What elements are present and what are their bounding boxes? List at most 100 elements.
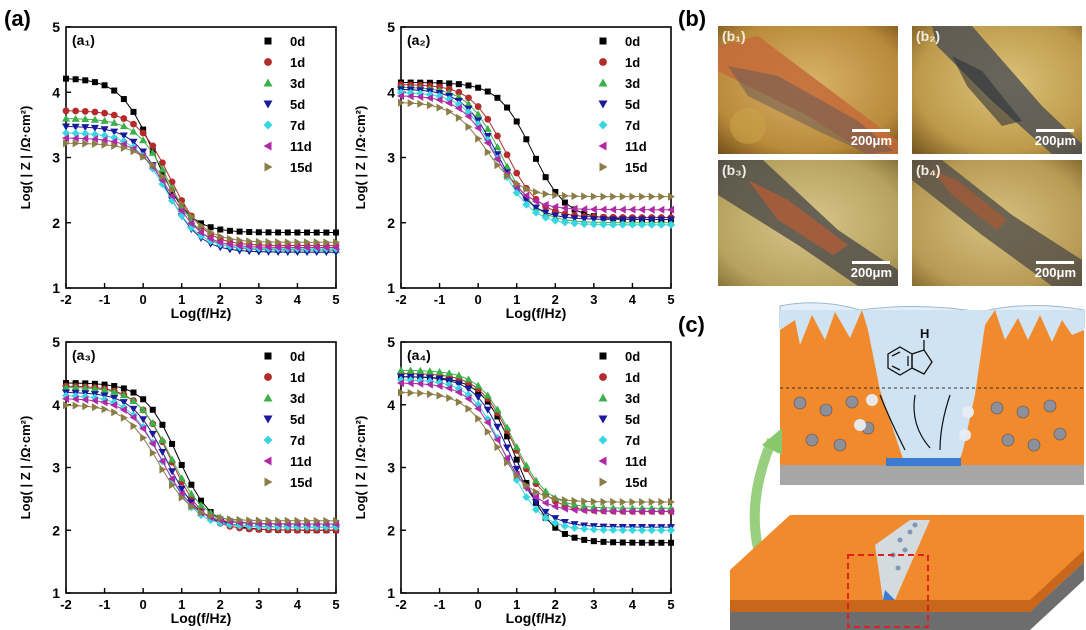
data-point <box>523 184 531 193</box>
data-point <box>454 384 463 393</box>
data-point <box>647 205 655 214</box>
data-point <box>455 398 463 407</box>
data-point <box>436 391 444 400</box>
x-axis-label: Log(f/Hz) <box>506 610 567 626</box>
chart-a4: -2 -1 0 1 2 3 4 5 1 2 3 4 5 Log(f/Hz) Log( | Z | /Ω·cm… <box>353 334 675 626</box>
data-point <box>523 479 530 486</box>
data-point <box>464 385 473 393</box>
x-tick-label: 1 <box>513 292 520 307</box>
subpanel-label: (a₃) <box>72 347 96 363</box>
data-point <box>503 454 511 463</box>
legend-marker <box>263 393 273 402</box>
data-point <box>217 232 225 241</box>
data-point <box>580 506 588 515</box>
legend-label: 7d <box>290 433 305 448</box>
data-point <box>149 406 156 413</box>
data-point <box>668 498 675 507</box>
data-point <box>464 394 472 403</box>
y-tick-label: 3 <box>387 460 395 476</box>
legend-marker <box>264 162 273 172</box>
legend-label: 3d <box>290 76 305 91</box>
data-point <box>406 366 415 374</box>
data-point <box>217 513 225 522</box>
data-point <box>455 113 463 122</box>
data-point <box>475 414 483 423</box>
series-15d <box>63 139 340 247</box>
data-point <box>177 474 186 482</box>
data-point <box>455 81 462 88</box>
data-point <box>454 104 462 113</box>
data-point <box>225 240 233 249</box>
legend-marker <box>599 373 607 381</box>
data-point <box>254 522 263 531</box>
data-point <box>445 369 454 377</box>
data-point <box>81 124 90 132</box>
data-point <box>561 496 569 505</box>
data-point <box>177 485 186 493</box>
data-point <box>274 522 283 531</box>
data-point <box>512 465 521 473</box>
data-point <box>198 221 205 230</box>
data-point <box>82 77 89 84</box>
legend-label: 11d <box>290 139 312 154</box>
data-point <box>129 405 138 413</box>
data-point <box>541 200 549 209</box>
data-point <box>312 243 320 252</box>
panel-label-c: (c) <box>678 312 705 337</box>
data-point <box>294 238 302 247</box>
data-point <box>246 516 254 525</box>
data-point <box>100 398 108 407</box>
legend-label: 0d <box>290 349 305 364</box>
data-point <box>101 109 108 117</box>
legend-label: 3d <box>625 391 640 406</box>
data-point <box>493 405 502 413</box>
data-point <box>474 110 483 118</box>
data-point <box>177 206 185 215</box>
data-point <box>207 228 215 237</box>
data-point <box>159 172 167 181</box>
subpanel-label: (a₄) <box>407 347 431 363</box>
x-tick-label: 1 <box>513 597 520 612</box>
data-point <box>425 380 433 389</box>
data-point <box>454 371 463 379</box>
data-point <box>590 192 598 201</box>
data-point <box>541 508 550 516</box>
legend-marker <box>598 435 608 445</box>
data-point <box>541 209 550 217</box>
data-point <box>445 95 454 104</box>
data-point <box>619 539 626 546</box>
legend-label: 1d <box>625 55 640 70</box>
data-point <box>417 389 425 398</box>
data-point <box>216 238 224 247</box>
data-point <box>599 507 607 516</box>
data-point <box>110 111 118 119</box>
data-point <box>236 228 243 235</box>
data-point <box>668 539 674 546</box>
data-point <box>522 191 530 200</box>
data-point <box>139 148 148 156</box>
x-tick-label: 1 <box>178 597 185 612</box>
data-point <box>599 220 608 229</box>
data-point <box>62 383 70 391</box>
data-point <box>90 393 99 402</box>
data-point <box>207 224 214 231</box>
data-point <box>446 107 454 116</box>
data-point <box>333 229 339 236</box>
data-point <box>275 229 282 236</box>
data-point <box>246 237 254 246</box>
data-point <box>589 220 598 229</box>
data-point <box>483 391 492 399</box>
legend-marker <box>263 120 273 130</box>
data-point <box>206 234 214 243</box>
data-point <box>464 375 473 383</box>
data-point <box>275 516 283 525</box>
data-point <box>416 92 424 101</box>
x-tick-label: 4 <box>294 292 302 307</box>
data-point <box>139 129 147 137</box>
data-point <box>91 79 98 86</box>
data-point <box>426 390 434 399</box>
data-point <box>148 148 157 156</box>
micrograph-b4-label: (b₄) <box>916 162 941 178</box>
data-point <box>120 143 128 152</box>
y-axis-label: Log( | Z | /Ω·cm²) <box>353 106 368 210</box>
